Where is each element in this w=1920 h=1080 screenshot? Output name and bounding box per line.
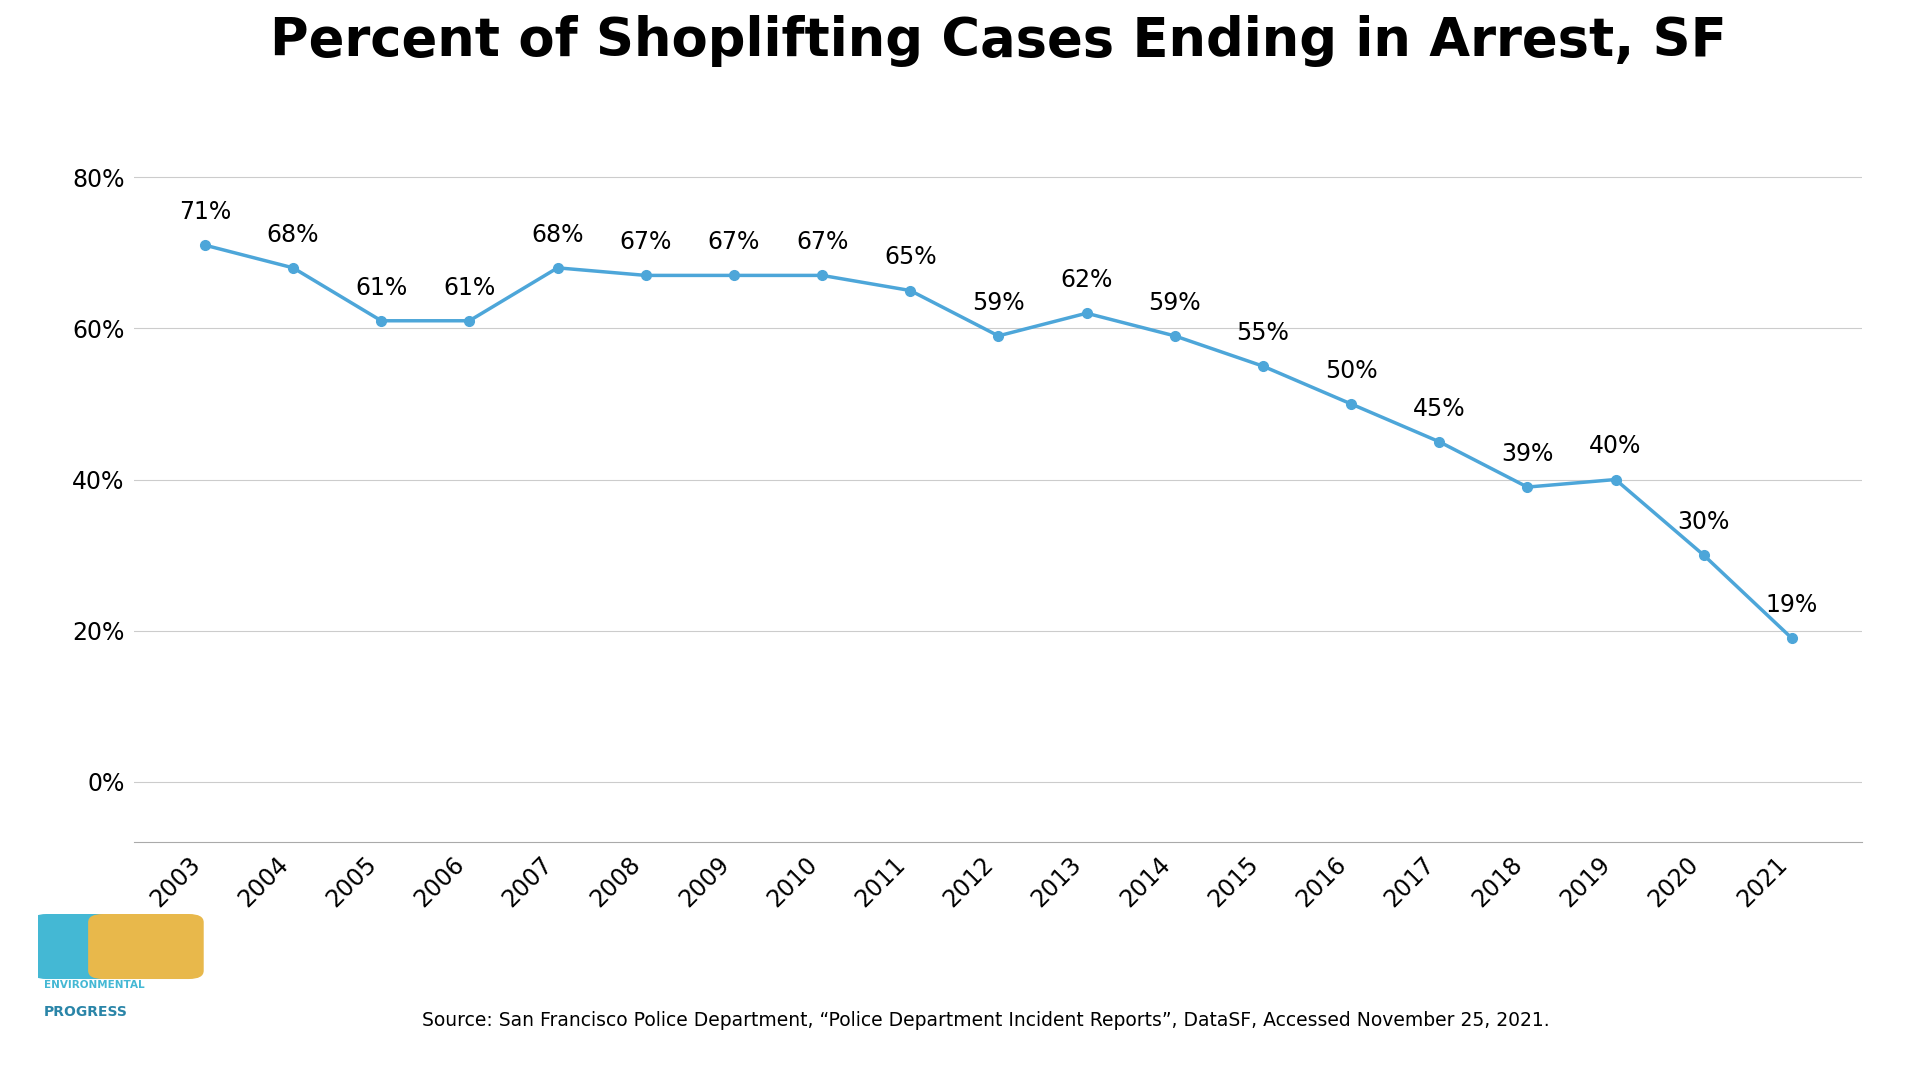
Text: 45%: 45% (1413, 396, 1465, 420)
FancyBboxPatch shape (31, 914, 148, 978)
Text: 62%: 62% (1060, 268, 1114, 292)
Text: 71%: 71% (179, 200, 230, 224)
Text: 61%: 61% (355, 275, 407, 299)
Text: Source: San Francisco Police Department, “Police Department Incident Reports”, D: Source: San Francisco Police Department,… (422, 1011, 1549, 1030)
Text: 67%: 67% (708, 230, 760, 254)
Title: Percent of Shoplifting Cases Ending in Arrest, SF: Percent of Shoplifting Cases Ending in A… (271, 15, 1726, 67)
FancyBboxPatch shape (88, 914, 204, 978)
Text: 67%: 67% (620, 230, 672, 254)
Text: 30%: 30% (1678, 510, 1730, 534)
Text: 39%: 39% (1501, 442, 1553, 465)
Text: 19%: 19% (1766, 593, 1818, 617)
Text: 59%: 59% (1148, 291, 1202, 314)
Text: PROGRESS: PROGRESS (44, 1005, 127, 1020)
Text: 40%: 40% (1590, 434, 1642, 458)
Text: 65%: 65% (883, 245, 937, 269)
Text: 68%: 68% (532, 222, 584, 246)
Text: 59%: 59% (972, 291, 1025, 314)
Text: 61%: 61% (444, 275, 495, 299)
Text: 55%: 55% (1236, 321, 1290, 345)
Text: ENVIRONMENTAL: ENVIRONMENTAL (44, 980, 144, 989)
Text: 50%: 50% (1325, 359, 1377, 382)
Text: 68%: 68% (267, 222, 319, 246)
Text: 67%: 67% (797, 230, 849, 254)
